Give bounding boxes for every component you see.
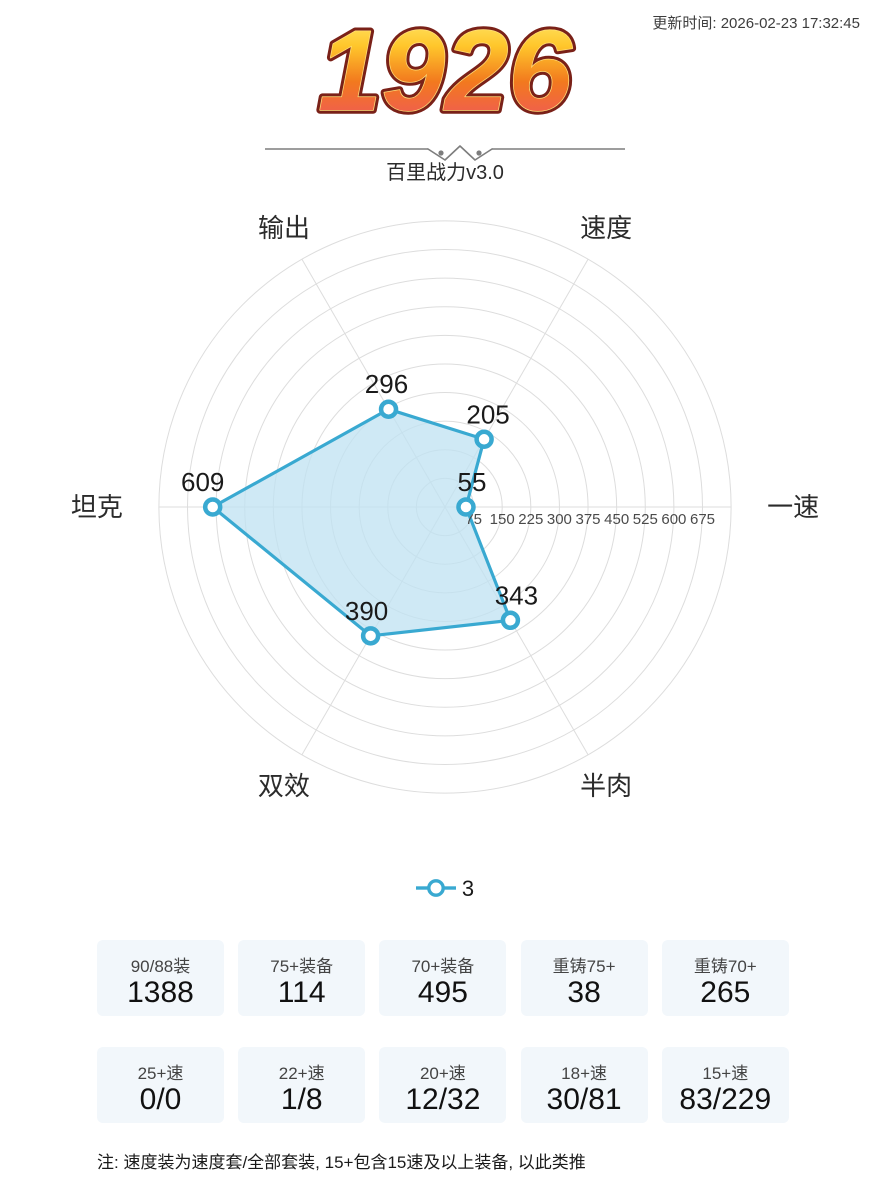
svg-text:速度: 速度 xyxy=(580,213,632,243)
svg-text:一速: 一速 xyxy=(767,492,819,522)
svg-text:375: 375 xyxy=(575,511,600,528)
svg-text:输出: 输出 xyxy=(258,213,310,243)
svg-text:双效: 双效 xyxy=(258,771,310,801)
svg-text:525: 525 xyxy=(633,511,658,528)
svg-text:450: 450 xyxy=(604,511,629,528)
svg-text:300: 300 xyxy=(547,511,572,528)
svg-text:600: 600 xyxy=(661,511,686,528)
svg-text:225: 225 xyxy=(518,511,543,528)
svg-text:609: 609 xyxy=(181,467,224,497)
svg-text:205: 205 xyxy=(466,399,509,429)
svg-text:55: 55 xyxy=(458,467,487,497)
svg-text:半肉: 半肉 xyxy=(580,771,632,801)
svg-text:343: 343 xyxy=(495,580,538,610)
svg-text:390: 390 xyxy=(345,596,388,626)
svg-text:坦克: 坦克 xyxy=(71,492,123,522)
svg-text:296: 296 xyxy=(365,369,408,399)
svg-text:675: 675 xyxy=(690,511,715,528)
svg-text:150: 150 xyxy=(490,511,515,528)
